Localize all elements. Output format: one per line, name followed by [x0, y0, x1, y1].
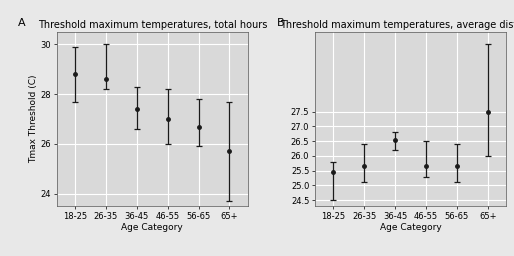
Text: B: B [277, 18, 284, 28]
Title: Threshold maximum temperatures, total hours: Threshold maximum temperatures, total ho… [38, 20, 267, 30]
X-axis label: Age Category: Age Category [380, 223, 442, 232]
X-axis label: Age Category: Age Category [121, 223, 183, 232]
Title: Threshold maximum temperatures, average distance: Threshold maximum temperatures, average … [280, 20, 514, 30]
Text: A: A [19, 18, 26, 28]
Y-axis label: Tmax Threshold (C): Tmax Threshold (C) [29, 75, 38, 163]
